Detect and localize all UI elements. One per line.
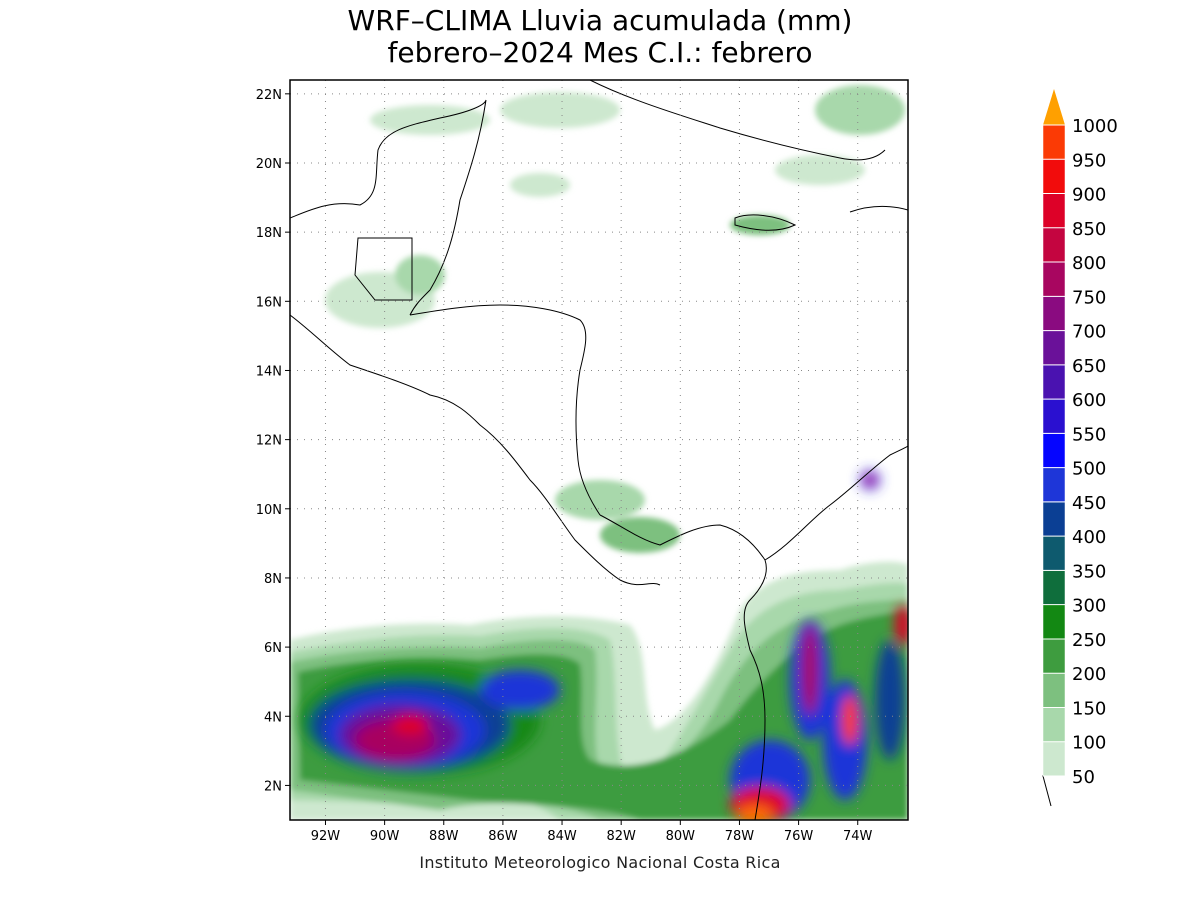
colorbar-swatch bbox=[1042, 467, 1066, 503]
longitude-axis: 92W 90W 88W 86W 84W 82W 80W 78W 76W 74W bbox=[311, 820, 873, 844]
lat-tick-label: 18N bbox=[256, 226, 282, 241]
lon-tick-label: 82W bbox=[606, 829, 636, 844]
colorbar-overflow-triangle bbox=[1043, 89, 1065, 125]
colorbar-swatch bbox=[1042, 193, 1066, 229]
lat-tick-label: 14N bbox=[256, 364, 282, 379]
map-frame bbox=[289, 79, 909, 821]
colorbar-swatch bbox=[1042, 570, 1066, 605]
graticule bbox=[290, 80, 908, 820]
chart-title-line2: febrero–2024 Mes C.I.: febrero bbox=[387, 36, 813, 69]
colorbar-label: 200 bbox=[1072, 664, 1106, 685]
colorbar-swatch bbox=[1042, 124, 1066, 160]
colorbar-label: 550 bbox=[1072, 424, 1106, 445]
lat-tick-label: 16N bbox=[256, 295, 282, 310]
colorbar-label: 800 bbox=[1072, 253, 1106, 274]
colorbar-swatch bbox=[1042, 364, 1066, 400]
lon-tick-label: 74W bbox=[843, 829, 873, 844]
colorbar-swatch bbox=[1042, 159, 1066, 194]
lon-tick-label: 78W bbox=[725, 829, 755, 844]
colorbar-swatch bbox=[1042, 638, 1066, 674]
colorbar-underflow-marker bbox=[1042, 775, 1065, 807]
lat-tick-label: 6N bbox=[264, 641, 282, 656]
lon-tick-label: 92W bbox=[311, 829, 341, 844]
colorbar-swatch bbox=[1042, 604, 1066, 640]
colorbar-label: 750 bbox=[1072, 287, 1106, 308]
colorbar-swatch bbox=[1042, 741, 1066, 777]
colorbar-label: 1000 bbox=[1072, 116, 1118, 137]
colorbar-label: 500 bbox=[1072, 459, 1106, 480]
colorbar-label: 600 bbox=[1072, 390, 1106, 411]
colorbar-label: 300 bbox=[1072, 596, 1106, 617]
lat-tick-label: 4N bbox=[264, 710, 282, 725]
colorbar-label: 850 bbox=[1072, 219, 1106, 240]
colorbar: 50 100 150 200 250 300 350 400 450 500 550 600 650 70… bbox=[1042, 89, 1118, 807]
colorbar-label: 50 bbox=[1072, 767, 1095, 788]
colorbar-label: 400 bbox=[1072, 527, 1106, 548]
colorbar-swatch bbox=[1042, 433, 1066, 468]
colorbar-label: 250 bbox=[1072, 630, 1106, 651]
colorbar-label: 900 bbox=[1072, 185, 1106, 206]
latitude-axis: 22N 20N 18N 16N 14N 12N 10N 8N 6N 4N 2N bbox=[256, 88, 290, 794]
credit-text: Instituto Meteorologico Nacional Costa R… bbox=[419, 853, 781, 872]
precipitation-field bbox=[290, 85, 908, 820]
colorbar-swatch bbox=[1042, 227, 1066, 263]
colorbar-swatch bbox=[1042, 672, 1066, 708]
lat-tick-label: 12N bbox=[256, 434, 282, 449]
colorbar-swatch bbox=[1042, 261, 1066, 297]
colorbar-label: 450 bbox=[1072, 493, 1106, 514]
lon-tick-label: 88W bbox=[429, 829, 459, 844]
colorbar-swatch bbox=[1042, 501, 1066, 537]
chart-title-line1: WRF–CLIMA Lluvia acumulada (mm) bbox=[347, 4, 853, 37]
lon-tick-label: 76W bbox=[784, 829, 814, 844]
lon-tick-label: 90W bbox=[370, 829, 400, 844]
lon-tick-label: 86W bbox=[488, 829, 518, 844]
colorbar-label: 100 bbox=[1072, 733, 1106, 754]
lat-tick-label: 8N bbox=[264, 572, 282, 587]
lat-tick-label: 10N bbox=[256, 503, 282, 518]
colorbar-swatch bbox=[1042, 398, 1066, 434]
colorbar-swatch bbox=[1042, 330, 1066, 366]
colorbar-swatch bbox=[1042, 535, 1066, 571]
colorbar-label: 150 bbox=[1072, 698, 1106, 719]
colorbar-label: 700 bbox=[1072, 322, 1106, 343]
colorbar-label: 650 bbox=[1072, 356, 1106, 377]
colorbar-label: 350 bbox=[1072, 561, 1106, 582]
lat-tick-label: 20N bbox=[256, 157, 282, 172]
lat-tick-label: 2N bbox=[264, 779, 282, 794]
colorbar-swatch bbox=[1042, 707, 1066, 742]
lon-tick-label: 80W bbox=[666, 829, 696, 844]
colorbar-swatch bbox=[1042, 296, 1066, 331]
lon-tick-label: 84W bbox=[547, 829, 577, 844]
coastlines bbox=[290, 80, 908, 820]
lat-tick-label: 22N bbox=[256, 88, 282, 103]
colorbar-label: 950 bbox=[1072, 150, 1106, 171]
